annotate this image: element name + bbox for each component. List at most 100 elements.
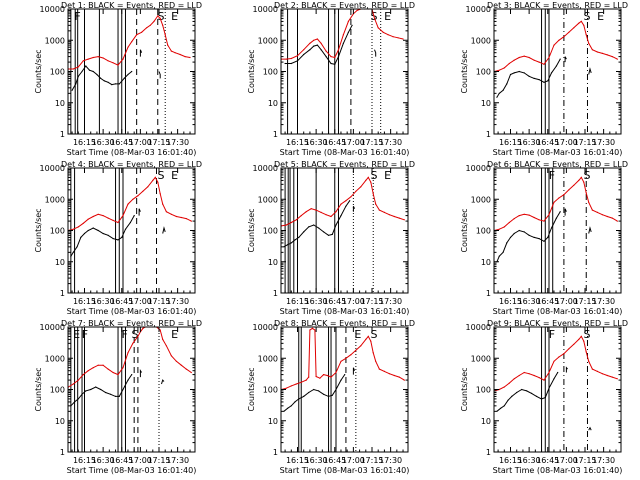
- data-point-events: [83, 232, 86, 235]
- data-point-lld: [350, 196, 352, 198]
- data-point-events: [129, 221, 131, 224]
- panel-det-5: S E110100100010000Counts/sec16:1516:3016:…: [247, 160, 415, 316]
- data-point-events: [313, 388, 315, 391]
- x-axis-label: Start Time (08-Mar-03 16:01:40): [280, 466, 410, 475]
- data-point-events: [496, 410, 498, 412]
- x-tick-label: 17:00: [555, 138, 578, 147]
- data-point-lld: [601, 52, 604, 55]
- y-tick-label: 10: [268, 99, 278, 108]
- data-point-lld: [165, 345, 167, 347]
- data-point-events: [496, 96, 498, 98]
- y-axis-label: Counts/sec: [34, 367, 43, 411]
- data-point-lld: [518, 56, 520, 59]
- data-point-events: [105, 391, 107, 394]
- data-point-lld: [585, 34, 587, 36]
- data-point-lld: [583, 24, 585, 26]
- series-events: [70, 215, 135, 257]
- data-point-lld: [503, 386, 505, 388]
- y-tick-label: 10000: [253, 323, 278, 332]
- data-point-lld: [136, 34, 138, 36]
- panel-title: Det 2: BLACK = Events, RED = LLD: [274, 1, 415, 10]
- data-point-lld: [122, 58, 124, 60]
- data-point-lld: [314, 329, 316, 331]
- x-tick-label: 17:30: [592, 456, 615, 465]
- data-point-lld: [548, 56, 550, 59]
- data-point-lld: [563, 36, 565, 38]
- x-tick-label: 17:00: [342, 456, 365, 465]
- data-point-lld: [127, 203, 129, 205]
- data-point-lld: [375, 360, 377, 362]
- data-point-events: [80, 236, 82, 238]
- x-tick-label: 17:15: [360, 138, 383, 147]
- marker-letter-s: S: [158, 169, 165, 182]
- data-point-lld: [320, 211, 322, 213]
- x-tick-label: 16:30: [518, 138, 541, 147]
- data-point-events: [114, 83, 117, 85]
- data-point-events: [290, 242, 292, 244]
- data-point-lld: [538, 377, 540, 379]
- x-tick-label: 16:45: [323, 297, 346, 306]
- data-point-lld: [553, 201, 555, 203]
- data-point-events: [521, 388, 523, 391]
- data-point-events: [342, 42, 344, 44]
- y-tick-label: 1000: [471, 36, 491, 45]
- data-point-lld: [141, 31, 143, 33]
- x-axis-label: Start Time (08-Mar-03 16:01:40): [67, 466, 197, 475]
- data-point-lld: [553, 360, 555, 362]
- x-axis-label: Start Time (08-Mar-03 16:01:40): [493, 148, 623, 157]
- data-point-events: [516, 391, 518, 394]
- x-tick-label: 17:30: [379, 456, 402, 465]
- data-point-lld: [174, 52, 176, 54]
- x-tick-label: 17:15: [147, 456, 170, 465]
- data-point-events: [290, 62, 292, 65]
- data-point-events: [283, 246, 285, 248]
- panel-title: Det 3: BLACK = Events, RED = LLD: [487, 1, 628, 10]
- y-tick-label: 10: [481, 99, 491, 108]
- data-point-lld: [149, 24, 151, 26]
- data-point-lld: [588, 360, 590, 362]
- data-point-lld: [606, 54, 608, 56]
- y-tick-label: 1: [273, 130, 278, 139]
- events-fragment: [138, 208, 141, 216]
- events-fragment: [564, 56, 567, 63]
- data-point-lld: [606, 374, 608, 377]
- data-point-events: [331, 394, 333, 396]
- x-tick-label: 17:00: [342, 138, 365, 147]
- data-point-events: [351, 24, 353, 26]
- data-point-lld: [388, 214, 390, 216]
- data-point-lld: [152, 179, 154, 181]
- marker-letter-e: E: [384, 10, 391, 23]
- data-point-lld: [308, 376, 310, 378]
- data-point-events: [513, 72, 515, 74]
- y-tick-label: 1000: [471, 195, 491, 204]
- y-axis-label: Counts/sec: [460, 208, 469, 252]
- data-point-lld: [377, 27, 379, 29]
- x-tick-label: 16:15: [286, 297, 309, 306]
- data-point-lld: [157, 15, 159, 17]
- marker-letter-e: E: [171, 328, 178, 341]
- data-point-lld: [132, 342, 134, 344]
- data-point-lld: [340, 360, 342, 362]
- marker-letter-s: S: [584, 169, 591, 182]
- marker-letter-e: E: [354, 328, 361, 341]
- y-tick-label: 100: [50, 68, 65, 77]
- data-point-lld: [616, 58, 618, 60]
- data-point-lld: [295, 219, 297, 221]
- x-tick-label: 16:15: [499, 456, 522, 465]
- data-point-lld: [315, 375, 317, 378]
- data-point-events: [337, 56, 340, 58]
- data-point-events: [323, 393, 325, 395]
- data-point-lld: [580, 335, 582, 337]
- data-point-lld: [170, 213, 172, 215]
- data-point-events: [81, 393, 83, 395]
- marker-letter-s: S: [584, 10, 591, 23]
- data-point-lld: [513, 218, 515, 220]
- data-point-events: [313, 224, 315, 226]
- data-point-events: [559, 211, 561, 213]
- y-tick-label: 1: [273, 448, 278, 457]
- y-axis-label: Counts/sec: [460, 49, 469, 93]
- events-fragment: [588, 426, 592, 431]
- data-point-lld: [591, 49, 594, 51]
- data-point-events: [557, 371, 559, 374]
